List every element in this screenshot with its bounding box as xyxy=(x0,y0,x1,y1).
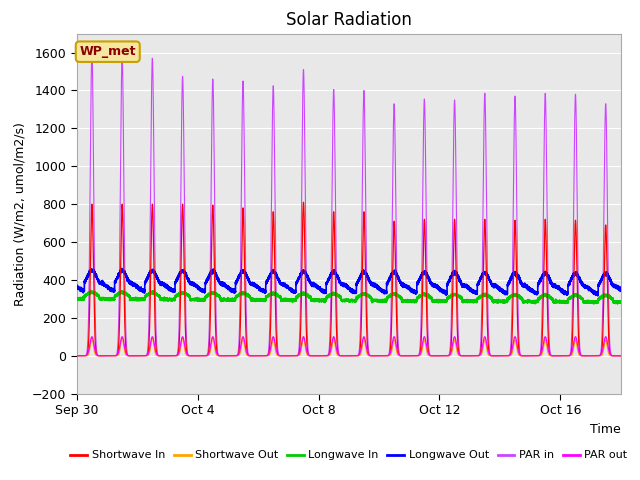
Y-axis label: Radiation (W/m2, umol/m2/s): Radiation (W/m2, umol/m2/s) xyxy=(13,121,26,306)
Legend: Shortwave In, Shortwave Out, Longwave In, Longwave Out, PAR in, PAR out: Shortwave In, Shortwave Out, Longwave In… xyxy=(66,446,632,465)
Text: WP_met: WP_met xyxy=(79,45,136,58)
Title: Solar Radiation: Solar Radiation xyxy=(286,11,412,29)
X-axis label: Time: Time xyxy=(590,422,621,435)
